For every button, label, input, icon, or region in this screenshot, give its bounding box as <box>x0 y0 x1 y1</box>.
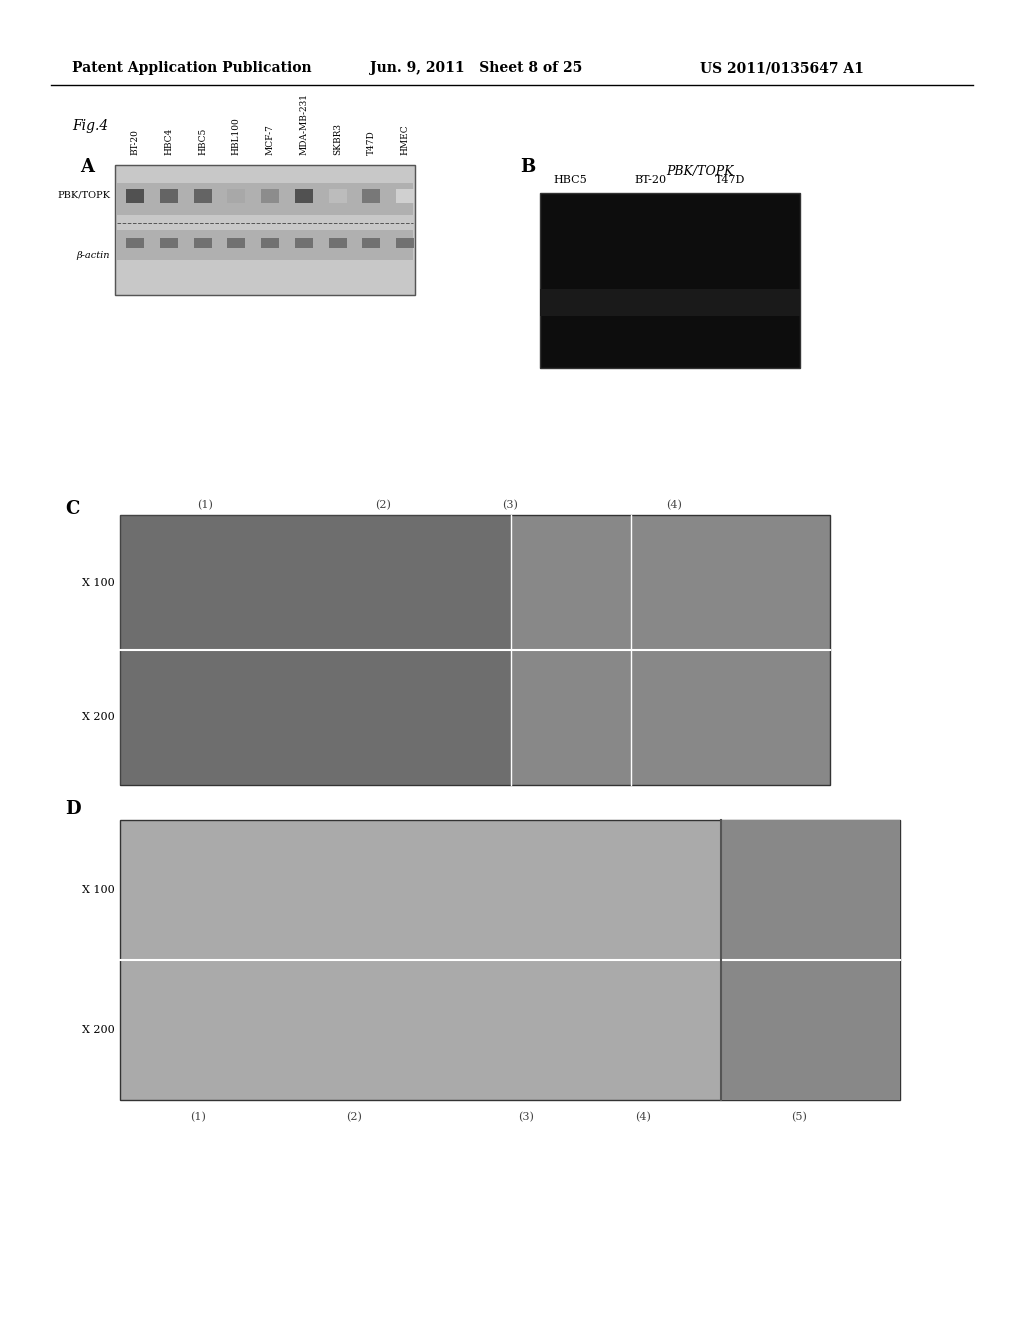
FancyBboxPatch shape <box>261 189 279 203</box>
FancyBboxPatch shape <box>721 820 900 1100</box>
FancyBboxPatch shape <box>126 238 144 248</box>
Text: D: D <box>65 800 81 818</box>
FancyBboxPatch shape <box>261 238 279 248</box>
FancyBboxPatch shape <box>362 238 380 248</box>
FancyBboxPatch shape <box>396 238 414 248</box>
Text: X 200: X 200 <box>82 713 115 722</box>
Text: (2): (2) <box>346 1111 361 1122</box>
FancyBboxPatch shape <box>329 189 346 203</box>
FancyBboxPatch shape <box>295 189 312 203</box>
Text: US 2011/0135647 A1: US 2011/0135647 A1 <box>700 61 864 75</box>
Text: SKBR3: SKBR3 <box>333 123 342 154</box>
FancyBboxPatch shape <box>295 238 312 248</box>
FancyBboxPatch shape <box>115 165 415 294</box>
FancyBboxPatch shape <box>396 189 414 203</box>
FancyBboxPatch shape <box>160 238 178 248</box>
Text: (5): (5) <box>791 1111 807 1122</box>
FancyBboxPatch shape <box>120 515 830 785</box>
Text: (1): (1) <box>198 500 213 510</box>
Text: (3): (3) <box>503 500 518 510</box>
Text: HBC5: HBC5 <box>198 128 207 154</box>
Text: B: B <box>520 158 536 176</box>
Text: Fig.4: Fig.4 <box>72 119 109 133</box>
Text: MCF-7: MCF-7 <box>265 124 274 154</box>
Text: (3): (3) <box>518 1111 534 1122</box>
Text: X 100: X 100 <box>82 884 115 895</box>
Text: HMEC: HMEC <box>400 124 410 154</box>
FancyBboxPatch shape <box>362 189 380 203</box>
Text: MDA-MB-231: MDA-MB-231 <box>299 92 308 154</box>
Text: T47D: T47D <box>367 131 376 154</box>
Text: β-actin: β-actin <box>77 251 110 260</box>
Text: PBK/TOPK: PBK/TOPK <box>667 165 734 178</box>
FancyBboxPatch shape <box>329 238 346 248</box>
FancyBboxPatch shape <box>540 193 800 368</box>
Text: T47D: T47D <box>715 176 745 185</box>
Text: (1): (1) <box>190 1111 206 1122</box>
Text: (2): (2) <box>375 500 390 510</box>
Text: HBL100: HBL100 <box>231 117 241 154</box>
Text: (4): (4) <box>635 1111 650 1122</box>
Text: BT-20: BT-20 <box>634 176 666 185</box>
FancyBboxPatch shape <box>120 820 900 1100</box>
FancyBboxPatch shape <box>194 189 212 203</box>
Text: Jun. 9, 2011   Sheet 8 of 25: Jun. 9, 2011 Sheet 8 of 25 <box>370 61 583 75</box>
FancyBboxPatch shape <box>194 238 212 248</box>
FancyBboxPatch shape <box>117 230 413 260</box>
Text: BT-20: BT-20 <box>130 129 139 154</box>
FancyBboxPatch shape <box>160 189 178 203</box>
Text: Patent Application Publication: Patent Application Publication <box>72 61 311 75</box>
FancyBboxPatch shape <box>120 515 511 649</box>
Text: X 200: X 200 <box>82 1026 115 1035</box>
Text: HBC4: HBC4 <box>164 128 173 154</box>
Text: PBK/TOPK: PBK/TOPK <box>57 190 110 199</box>
Text: C: C <box>65 500 80 517</box>
FancyBboxPatch shape <box>540 289 800 315</box>
FancyBboxPatch shape <box>227 238 246 248</box>
Text: A: A <box>80 158 94 176</box>
Text: (4): (4) <box>666 500 682 510</box>
FancyBboxPatch shape <box>126 189 144 203</box>
FancyBboxPatch shape <box>120 649 511 785</box>
Text: X 100: X 100 <box>82 578 115 587</box>
Text: HBC5: HBC5 <box>553 176 587 185</box>
FancyBboxPatch shape <box>227 189 246 203</box>
FancyBboxPatch shape <box>117 183 413 215</box>
